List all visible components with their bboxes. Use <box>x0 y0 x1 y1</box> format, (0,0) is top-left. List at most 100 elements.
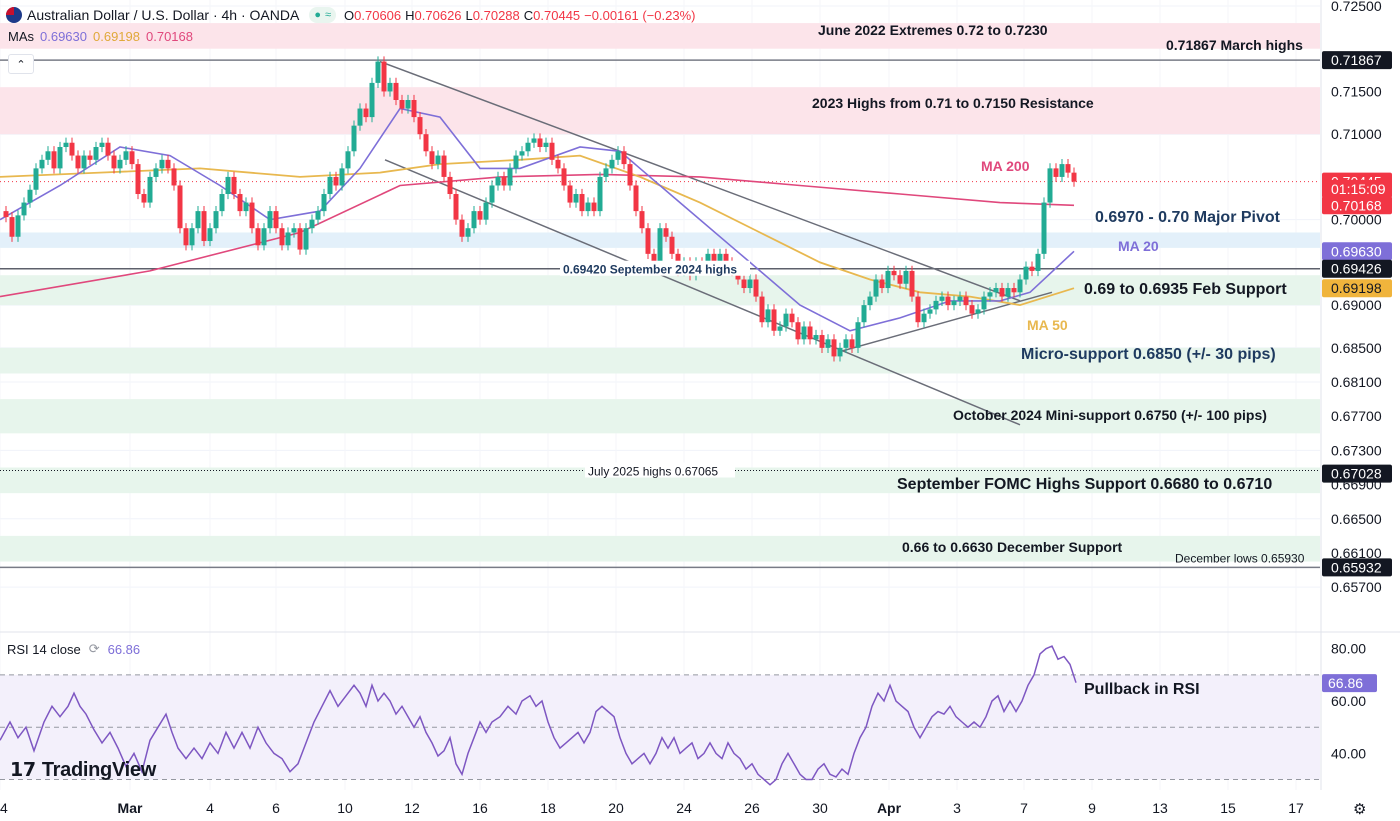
candle-body <box>219 194 225 212</box>
collapse-legend-button[interactable]: ⌃ <box>8 54 34 74</box>
candle-body <box>765 309 771 323</box>
candle-body <box>345 151 351 169</box>
trendline <box>837 291 1053 353</box>
candle-body <box>357 108 363 126</box>
ohlc-close: C0.70445 <box>523 7 581 23</box>
candle-body <box>477 211 483 220</box>
rsi-value: 66.86 <box>107 641 141 657</box>
rsi-value-badge <box>1322 674 1377 693</box>
candle-body <box>651 253 657 263</box>
candle-body <box>81 155 87 169</box>
candle-body <box>393 82 399 100</box>
candle-body <box>1017 279 1023 293</box>
candle-body <box>711 253 717 263</box>
candle-body <box>423 134 429 152</box>
candle-body <box>51 151 57 169</box>
time-tick-label: 24 <box>676 800 692 816</box>
candle-body <box>171 168 177 186</box>
price-tick-label: 0.69000 <box>1331 297 1382 313</box>
mas-label: MAs <box>8 29 34 44</box>
candle-body <box>777 326 783 331</box>
zone-label-october-support: October 2024 Mini-support 0.6750 (+/- 10… <box>953 407 1267 423</box>
trendline <box>379 60 1021 302</box>
candle-body <box>237 194 243 212</box>
zone-band <box>0 347 1320 374</box>
candle-body <box>915 296 921 323</box>
candle-body <box>1041 202 1047 254</box>
candle-body <box>93 147 99 160</box>
candle-body <box>45 151 51 160</box>
candle-body <box>459 219 465 237</box>
market-status-badge[interactable]: ● ≈ <box>309 7 337 23</box>
ma50-line <box>0 154 1075 307</box>
candle-body <box>441 155 447 177</box>
candle-body <box>405 100 411 109</box>
candle-body <box>351 125 357 152</box>
gear-icon[interactable]: ⚙ <box>1353 801 1367 818</box>
rsi-annotation: Pullback in RSI <box>1084 681 1200 698</box>
rsi-line <box>0 645 1077 786</box>
candle-body <box>747 279 753 289</box>
candle-body <box>993 288 999 293</box>
tradingview-logo[interactable]: 𝟭𝟳 TradingView <box>10 759 156 782</box>
mas-legend[interactable]: MAs 0.69630 0.69198 0.70168 <box>8 29 193 44</box>
candle-body <box>603 168 609 177</box>
zone-label-june-2022: June 2022 Extremes 0.72 to 0.7230 <box>818 22 1048 38</box>
price-tick-label: 0.66500 <box>1331 511 1382 527</box>
candle-body <box>957 296 963 301</box>
symbol-title[interactable]: Australian Dollar / U.S. Dollar · 4h · O… <box>27 7 300 23</box>
ma20-value: 0.69630 <box>40 29 87 44</box>
time-tick-label: 4 <box>206 800 214 816</box>
candle-body <box>429 151 435 165</box>
candle-body <box>1023 266 1029 280</box>
candle-body <box>381 61 387 92</box>
time-tick-label: 16 <box>472 800 488 816</box>
candle-body <box>969 305 975 314</box>
candle-body <box>891 270 897 276</box>
candle-body <box>1005 288 1011 297</box>
candle-body <box>39 159 45 169</box>
candle-body <box>867 296 873 306</box>
rsi-badge-text: 66.86 <box>1328 675 1363 691</box>
candle-body <box>465 228 471 237</box>
candle-body <box>243 202 249 212</box>
status-dot-icon: ● <box>314 9 321 21</box>
candle-body <box>483 202 489 220</box>
candle-body <box>723 253 729 263</box>
zone-label-fomc-support: September FOMC Highs Support 0.6680 to 0… <box>897 476 1272 493</box>
price-tick-label: 0.68500 <box>1331 340 1382 356</box>
price-tick-label: 0.68100 <box>1331 374 1382 390</box>
candle-body <box>873 279 879 297</box>
candle-body <box>255 228 261 246</box>
candle-body <box>531 138 537 143</box>
candle-body <box>501 176 507 186</box>
ma200-value: 0.70168 <box>146 29 193 44</box>
candle-body <box>99 142 105 148</box>
candle-body <box>759 296 765 323</box>
candle-body <box>987 292 993 297</box>
candle-body <box>447 176 453 195</box>
candle-body <box>933 300 939 310</box>
price-tick-label: 0.67700 <box>1331 408 1382 424</box>
candle-body <box>495 176 501 186</box>
candle-body <box>453 194 459 220</box>
candle-body <box>903 270 909 284</box>
time-tick-label: Mar <box>118 800 143 816</box>
candle-body <box>231 176 237 195</box>
refresh-icon[interactable]: ⟳ <box>88 641 100 656</box>
candle-body <box>327 176 333 195</box>
zone-label-micro-support: Micro-support 0.6850 (+/- 30 pips) <box>1021 346 1276 363</box>
candle-body <box>159 159 165 169</box>
candle-body <box>141 194 147 203</box>
candle-body <box>195 211 201 229</box>
candle-body <box>639 211 645 229</box>
candle-body <box>633 185 639 212</box>
price-badge-text: 0.69630 <box>1331 243 1382 259</box>
rsi-legend[interactable]: RSI 14 close ⟳ 66.86 <box>7 641 140 657</box>
price-tick-label: 0.71500 <box>1331 83 1382 99</box>
ma50-value: 0.69198 <box>93 29 140 44</box>
candle-body <box>513 155 519 169</box>
candle-body <box>1053 168 1059 177</box>
candle-body <box>645 228 651 254</box>
